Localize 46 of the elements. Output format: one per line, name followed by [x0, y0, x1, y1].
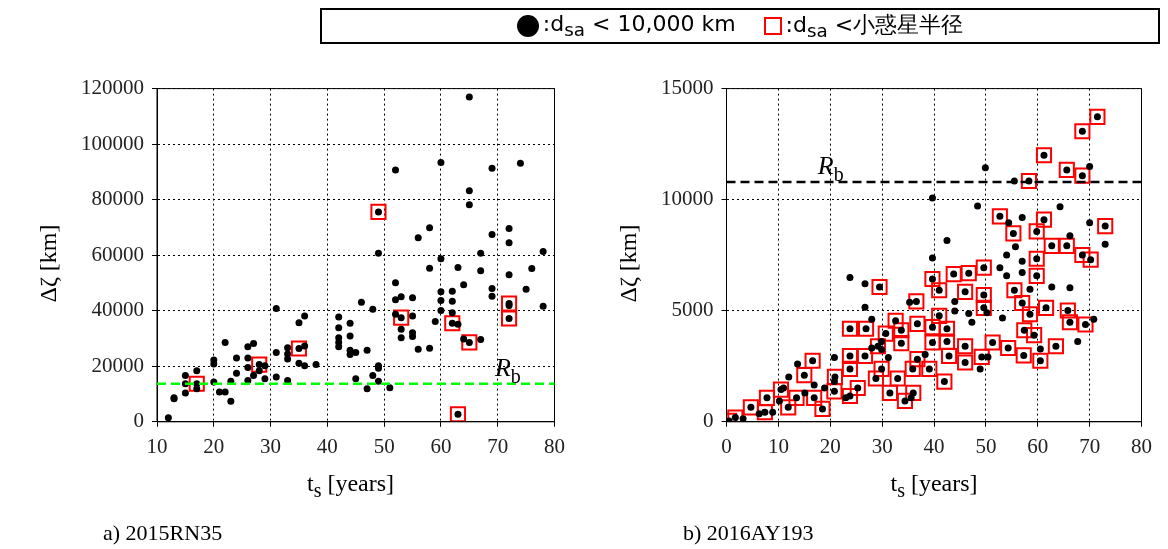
- point: [251, 356, 268, 373]
- y-tick-label: 10000: [661, 186, 714, 211]
- x-tick-label: 10: [146, 433, 168, 458]
- x-axis-title: t$_{s}$ [years]: [889, 470, 979, 502]
- y-tick-label: 60000: [91, 241, 144, 266]
- y-tick-label: 40000: [91, 297, 144, 322]
- x-tick-label: 0: [721, 433, 732, 458]
- y-tick-label: 100000: [81, 130, 144, 155]
- x-tick-label: 50: [975, 433, 997, 458]
- x-axis-title: t$_{s}$ [years]: [305, 470, 396, 502]
- x-tick-label: 80: [1131, 433, 1152, 458]
- y-tick-label: 80000: [91, 186, 144, 211]
- point: [501, 295, 518, 312]
- x-tick-label: 40: [316, 433, 338, 458]
- x-tick-label: 60: [430, 433, 452, 458]
- x-tick-label: 60: [1027, 433, 1049, 458]
- legend-label: :d$_{sa}$ < 10,000 km: [542, 11, 736, 41]
- x-tick-label: 70: [1079, 433, 1101, 458]
- y-tick-label: 20000: [91, 352, 144, 377]
- x-tick-label: 70: [487, 433, 509, 458]
- y-tick-label: 0: [703, 408, 714, 433]
- legend-label: :d$_{sa}$ <小惑星半径: [785, 11, 964, 42]
- x-tick-label: 30: [260, 433, 282, 458]
- point: [188, 375, 205, 392]
- y-tick-label: 120000: [81, 75, 144, 100]
- y-tick-label: 0: [133, 408, 144, 433]
- y-tick-label: 5000: [671, 297, 714, 322]
- x-tick-label: 30: [871, 433, 893, 458]
- y-axis-title: Δζ [km]: [614, 223, 642, 303]
- x-tick-label: 10: [767, 433, 789, 458]
- x-tick-label: 50: [373, 433, 395, 458]
- point: [501, 310, 518, 327]
- x-tick-label: 40: [923, 433, 945, 458]
- point: [449, 406, 467, 422]
- x-tick-label: 20: [203, 433, 225, 458]
- text: b) 2016AY193: [683, 520, 814, 546]
- text: a) 2015RN35: [103, 520, 223, 546]
- point: [444, 315, 461, 332]
- point: [461, 334, 478, 351]
- point: [370, 203, 387, 220]
- point: [393, 309, 410, 326]
- x-tick-label: 20: [819, 433, 841, 458]
- x-tick-label: 80: [544, 433, 565, 458]
- point: [290, 340, 308, 357]
- y-axis-title: Δζ [km]: [34, 223, 62, 303]
- y-tick-label: 15000: [661, 75, 714, 100]
